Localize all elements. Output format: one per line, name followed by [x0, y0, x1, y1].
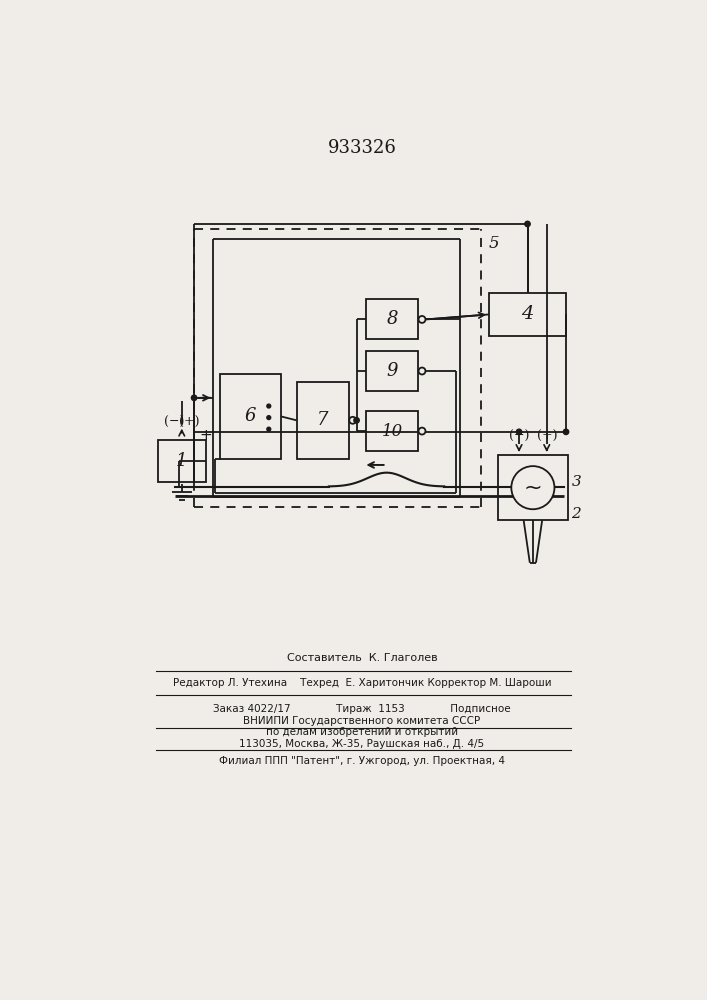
- Circle shape: [267, 416, 271, 420]
- Circle shape: [525, 221, 530, 227]
- FancyBboxPatch shape: [366, 299, 418, 339]
- FancyBboxPatch shape: [296, 382, 349, 459]
- Text: 1: 1: [176, 452, 187, 470]
- Text: 5: 5: [489, 235, 499, 252]
- Text: −: −: [199, 390, 212, 405]
- FancyBboxPatch shape: [366, 351, 418, 391]
- Text: 4: 4: [521, 305, 534, 323]
- Circle shape: [419, 316, 426, 323]
- Text: Редактор Л. Утехина    Техред  Е. Харитончик Корректор М. Шароши: Редактор Л. Утехина Техред Е. Харитончик…: [173, 678, 551, 688]
- Text: (+): (+): [179, 416, 199, 429]
- Circle shape: [419, 428, 426, 435]
- Circle shape: [267, 427, 271, 431]
- Circle shape: [354, 418, 359, 423]
- Text: 113035, Москва, Ж-35, Раушская наб., Д. 4/5: 113035, Москва, Ж-35, Раушская наб., Д. …: [240, 739, 484, 749]
- Text: ВНИИПИ Государственного комитета СССР: ВНИИПИ Государственного комитета СССР: [243, 716, 481, 726]
- FancyBboxPatch shape: [219, 374, 281, 459]
- Text: (+): (+): [537, 430, 557, 443]
- Text: 7: 7: [317, 411, 329, 429]
- Text: 933326: 933326: [327, 139, 397, 157]
- Text: по делам изобретений и открытий: по делам изобретений и открытий: [266, 727, 458, 737]
- Text: 3: 3: [571, 475, 581, 489]
- Text: 2: 2: [571, 507, 581, 521]
- Text: 9: 9: [386, 362, 398, 380]
- Circle shape: [349, 417, 356, 424]
- Circle shape: [419, 368, 426, 374]
- Circle shape: [267, 404, 271, 408]
- Circle shape: [192, 395, 197, 401]
- Text: Заказ 4022/17              Тираж  1153              Подписное: Заказ 4022/17 Тираж 1153 Подписное: [213, 704, 510, 714]
- Text: +: +: [199, 428, 212, 443]
- Circle shape: [563, 429, 568, 435]
- Text: 10: 10: [381, 423, 402, 440]
- Text: ~: ~: [524, 478, 542, 498]
- Circle shape: [511, 466, 554, 509]
- Text: Составитель  К. Глаголев: Составитель К. Глаголев: [286, 653, 437, 663]
- Text: 6: 6: [245, 407, 256, 425]
- Text: (−): (−): [509, 430, 530, 443]
- FancyBboxPatch shape: [366, 411, 418, 451]
- Text: 8: 8: [386, 310, 398, 328]
- Circle shape: [516, 429, 522, 435]
- Text: Филиал ППП "Патент", г. Ужгород, ул. Проектная, 4: Филиал ППП "Патент", г. Ужгород, ул. Про…: [219, 756, 505, 766]
- Text: (−): (−): [164, 416, 185, 429]
- FancyBboxPatch shape: [498, 455, 568, 520]
- FancyBboxPatch shape: [158, 440, 206, 482]
- FancyBboxPatch shape: [489, 293, 566, 336]
